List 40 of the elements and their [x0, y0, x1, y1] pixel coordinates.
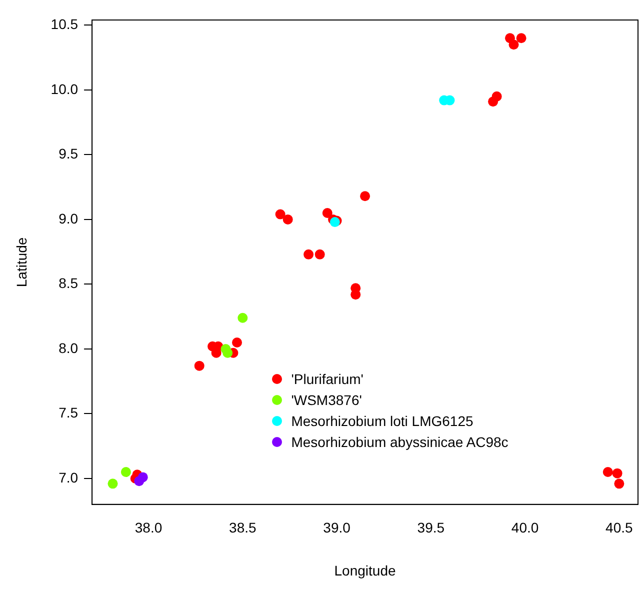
point: [488, 96, 498, 107]
point: [360, 191, 370, 202]
x-tick-label: 39.5: [417, 520, 445, 536]
y-tick-label: 10.5: [50, 16, 78, 32]
y-tick-label: 9.5: [58, 146, 78, 162]
y-axis-title: Latitude: [13, 237, 30, 288]
x-axis-title: Longitude: [334, 562, 396, 578]
x-tick-label: 38.5: [229, 520, 256, 536]
point: [516, 33, 526, 44]
y-tick-label: 7.5: [58, 404, 78, 421]
x-tick-label: 38.0: [134, 520, 162, 536]
point: [304, 249, 314, 260]
point: [232, 338, 242, 348]
y-tick-label: 9.0: [58, 210, 78, 226]
point: [602, 467, 613, 478]
point: [275, 209, 286, 220]
x-tick-label: 39.0: [323, 520, 351, 536]
y-tick-label: 10.0: [50, 80, 78, 97]
legend-label: 'Plurifarium': [291, 370, 364, 389]
legend-label: Mesorhizobium abyssinicae AC98c: [291, 432, 508, 452]
point: [238, 312, 248, 323]
point: [614, 478, 624, 489]
point: [194, 360, 204, 371]
point: [222, 348, 233, 358]
point: [322, 208, 332, 218]
point: [350, 290, 361, 300]
legend-label: Mesorhizobium loti LMG6125: [291, 412, 474, 431]
y-tick-label: 8.5: [58, 275, 78, 292]
point: [134, 476, 144, 486]
point: [108, 478, 118, 489]
point: [120, 467, 131, 478]
y-tick-label: 8.0: [58, 340, 78, 356]
point: [314, 249, 325, 260]
x-tick-label: 40.0: [511, 520, 539, 536]
point: [612, 468, 622, 478]
point: [508, 40, 519, 50]
point: [282, 214, 293, 224]
x-tick-label: 40.5: [606, 520, 634, 536]
legend-label: 'WSM3876': [291, 390, 362, 410]
y-tick-label: 7.0: [58, 469, 78, 486]
